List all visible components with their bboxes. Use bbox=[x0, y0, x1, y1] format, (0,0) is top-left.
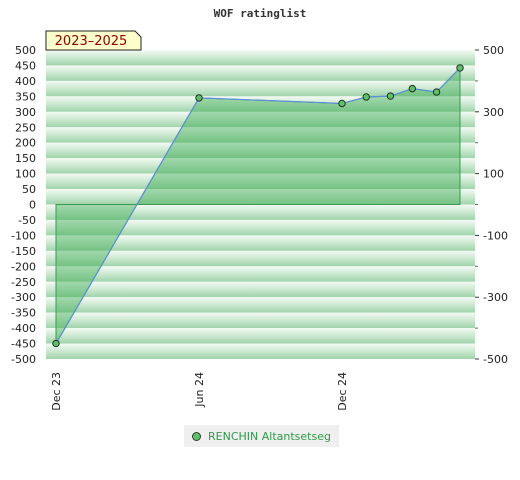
data-point bbox=[432, 88, 441, 96]
grid-band bbox=[46, 158, 475, 174]
y-tick-left: 200 bbox=[15, 137, 36, 150]
year-badge: 2023–2025 bbox=[45, 30, 142, 51]
grid-band bbox=[46, 204, 475, 220]
data-point bbox=[362, 93, 370, 101]
y-tick-left: -250 bbox=[11, 276, 36, 289]
grid-band bbox=[46, 297, 475, 313]
data-point bbox=[386, 92, 395, 100]
y-tick-left: 350 bbox=[15, 90, 36, 103]
data-point bbox=[338, 99, 346, 108]
left-axis: 500450400350300250200150100500-50-100-15… bbox=[11, 44, 36, 366]
y-tick-left: -400 bbox=[11, 322, 36, 335]
y-tick-left: 500 bbox=[15, 44, 36, 57]
legend-label: RENCHIN Altantsetseg bbox=[208, 429, 331, 443]
y-tick-left: -450 bbox=[11, 338, 36, 351]
grid-band bbox=[46, 50, 475, 66]
y-tick-left: 0 bbox=[29, 199, 36, 212]
y-tick-right: -500 bbox=[483, 353, 508, 366]
data-point bbox=[456, 64, 464, 72]
chart-title: WOF ratinglist bbox=[214, 7, 307, 20]
grid-band bbox=[46, 127, 475, 143]
y-tick-left: 50 bbox=[22, 183, 36, 196]
y-tick-right: -300 bbox=[483, 291, 508, 304]
grid-band bbox=[46, 142, 475, 159]
grid-band bbox=[46, 328, 475, 344]
y-tick-left: -100 bbox=[11, 229, 36, 242]
points-layer bbox=[52, 64, 464, 348]
y-tick-left: 100 bbox=[15, 168, 36, 181]
y-tick-left: -50 bbox=[18, 214, 36, 227]
y-tick-right: 300 bbox=[483, 106, 504, 119]
legend-marker bbox=[192, 431, 201, 441]
grid-band bbox=[46, 312, 475, 329]
y-tick-left: 250 bbox=[15, 121, 36, 134]
y-tick-left: 400 bbox=[15, 75, 36, 88]
year-badge-label: 2023–2025 bbox=[55, 34, 128, 49]
y-tick-right: 500 bbox=[483, 44, 504, 57]
y-tick-left: -150 bbox=[11, 245, 36, 258]
y-tick-left: -300 bbox=[11, 291, 36, 304]
x-tick-label: Dec 23 bbox=[50, 372, 63, 411]
y-tick-left: 300 bbox=[15, 106, 36, 119]
grid-band bbox=[46, 250, 475, 267]
x-axis: Dec 23 Jun 24 Dec 24 bbox=[50, 372, 349, 411]
legend: RENCHIN Altantsetseg bbox=[184, 425, 339, 447]
y-tick-left: 450 bbox=[15, 59, 36, 72]
y-tick-right: 100 bbox=[483, 168, 504, 181]
grid-band bbox=[46, 281, 475, 298]
grid-band bbox=[46, 343, 475, 359]
data-point bbox=[408, 84, 417, 93]
grid-band bbox=[46, 189, 475, 205]
x-tick-label: Dec 24 bbox=[336, 372, 349, 411]
y-tick-left: 150 bbox=[15, 152, 36, 165]
grid-band bbox=[46, 219, 475, 236]
right-axis: 500 300 100 -100 -300 -500 bbox=[475, 44, 508, 366]
y-tick-right: -100 bbox=[483, 229, 508, 242]
grid-band bbox=[46, 80, 475, 97]
series-line bbox=[55, 67, 461, 344]
y-tick-left: -500 bbox=[11, 353, 36, 366]
data-point bbox=[195, 94, 203, 102]
grid-band bbox=[46, 266, 475, 282]
grid-band bbox=[46, 111, 475, 128]
y-tick-left: -350 bbox=[11, 307, 36, 320]
x-tick-label: Jun 24 bbox=[193, 372, 206, 408]
grid-band bbox=[46, 65, 475, 81]
grid-band bbox=[46, 235, 475, 251]
y-tick-left: -200 bbox=[11, 260, 36, 273]
data-point bbox=[52, 339, 60, 348]
